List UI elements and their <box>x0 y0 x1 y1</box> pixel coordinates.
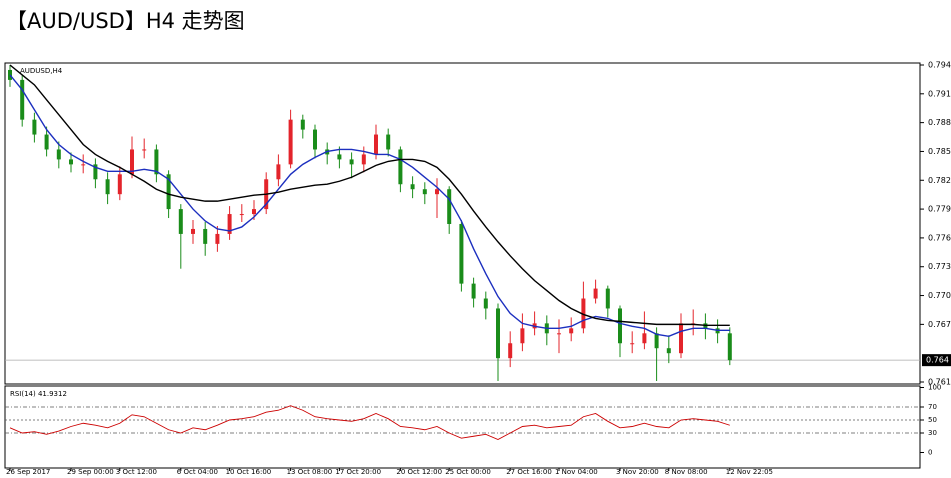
moving-average <box>9 74 730 338</box>
candle-body <box>410 184 415 190</box>
x-tick-label: 26 Sep 2017 <box>6 468 50 476</box>
candle-body <box>520 328 525 344</box>
y-tick-label: 0.773 <box>928 262 951 271</box>
rsi-y-tick-label: 70 <box>928 403 937 411</box>
candle-body <box>8 69 12 80</box>
candle-body <box>130 149 134 175</box>
x-tick-label: 13 Oct 08:00 <box>287 468 333 476</box>
y-tick-label: 0.767 <box>928 320 951 329</box>
candle-body <box>447 189 452 224</box>
x-tick-label: 20 Oct 12:00 <box>396 468 442 476</box>
candle-body <box>20 79 25 120</box>
x-tick-label: 3 Oct 12:00 <box>116 468 157 476</box>
y-tick-label: 0.770 <box>928 291 951 300</box>
x-tick-label: 8 Nov 08:00 <box>665 468 708 476</box>
candle-body <box>117 174 122 195</box>
moving-average <box>9 64 730 327</box>
candle-body <box>386 134 391 150</box>
candle-body <box>581 298 586 329</box>
candle-body <box>593 288 598 299</box>
candle-body <box>642 333 647 344</box>
price-panel <box>4 62 921 385</box>
y-tick-label: 0.776 <box>928 233 951 242</box>
candle-body <box>93 164 98 180</box>
candle-body <box>557 333 561 335</box>
rsi-line <box>9 405 730 440</box>
candle-body <box>508 343 513 359</box>
candle-body <box>166 174 171 210</box>
candle-body <box>569 328 574 334</box>
candle-body <box>227 214 232 234</box>
candle-body <box>215 233 220 244</box>
y-tick-label: 0.785 <box>928 147 951 156</box>
candle-body <box>178 209 183 234</box>
rsi-y-tick-label: 100 <box>928 384 941 392</box>
candle-body <box>203 228 208 244</box>
candle-body <box>44 134 49 150</box>
chart-title: 【AUD/USD】H4 走势图 <box>6 9 245 33</box>
candle-body <box>727 333 732 361</box>
candle-body <box>154 149 159 175</box>
x-tick-label: 25 Oct 00:00 <box>445 468 491 476</box>
candle-body <box>435 189 439 195</box>
candle-body <box>679 323 683 354</box>
candle-body <box>81 164 86 166</box>
candle-body <box>56 149 61 160</box>
candle-body <box>605 288 610 309</box>
x-tick-label: 17 Oct 20:00 <box>335 468 381 476</box>
x-tick-label: 1 Nov 04:00 <box>555 468 598 476</box>
candle-body <box>32 119 37 135</box>
y-tick-label: 0.761 <box>928 378 951 387</box>
candle-body <box>483 298 488 309</box>
candle-body <box>69 159 73 165</box>
candle-body <box>471 283 476 299</box>
x-tick-label: 3 Nov 20:00 <box>616 468 659 476</box>
candle-body <box>374 134 378 155</box>
candle-body <box>191 228 195 234</box>
rsi-y-tick-label: 50 <box>928 416 937 424</box>
symbol-label: AUDUSD,H4 <box>20 67 63 75</box>
candle-body <box>239 214 244 216</box>
candle-body <box>422 189 427 195</box>
y-tick-label: 0.782 <box>928 176 951 185</box>
candle-body <box>276 164 281 180</box>
candle-body <box>105 179 110 195</box>
candle-body <box>288 119 293 165</box>
candle-body <box>630 343 635 345</box>
rsi-label: RSI(14) 41.9312 <box>10 390 67 398</box>
current-price-label: 0.764 <box>926 356 949 365</box>
candle-body <box>300 119 305 130</box>
candle-body <box>398 149 403 185</box>
candle-body <box>337 154 342 160</box>
candle-body <box>459 223 464 284</box>
current-price-box <box>922 354 951 367</box>
candle-body <box>313 129 317 150</box>
y-tick-label: 0.794 <box>928 60 951 69</box>
y-tick-label: 0.779 <box>928 205 951 214</box>
x-tick-label: 29 Sep 00:00 <box>67 468 114 476</box>
x-tick-label: 12 Nov 22:05 <box>726 468 773 476</box>
candle-body <box>666 348 671 354</box>
x-tick-label: 6 Oct 04:00 <box>177 468 218 476</box>
rsi-y-tick-label: 30 <box>928 429 937 437</box>
candle-body <box>654 333 659 349</box>
rsi-panel <box>4 385 921 469</box>
x-tick-label: 10 Oct 16:00 <box>226 468 272 476</box>
candle-body <box>252 209 256 215</box>
candle-body <box>349 159 354 165</box>
x-tick-label: 27 Oct 16:00 <box>506 468 552 476</box>
y-tick-label: 0.791 <box>928 89 951 98</box>
candle-body <box>618 308 622 344</box>
candle-body <box>142 149 147 151</box>
rsi-y-tick-label: 0 <box>928 449 932 457</box>
candle-body <box>361 154 366 165</box>
y-tick-label: 0.788 <box>928 118 951 127</box>
candle-body <box>496 308 500 359</box>
